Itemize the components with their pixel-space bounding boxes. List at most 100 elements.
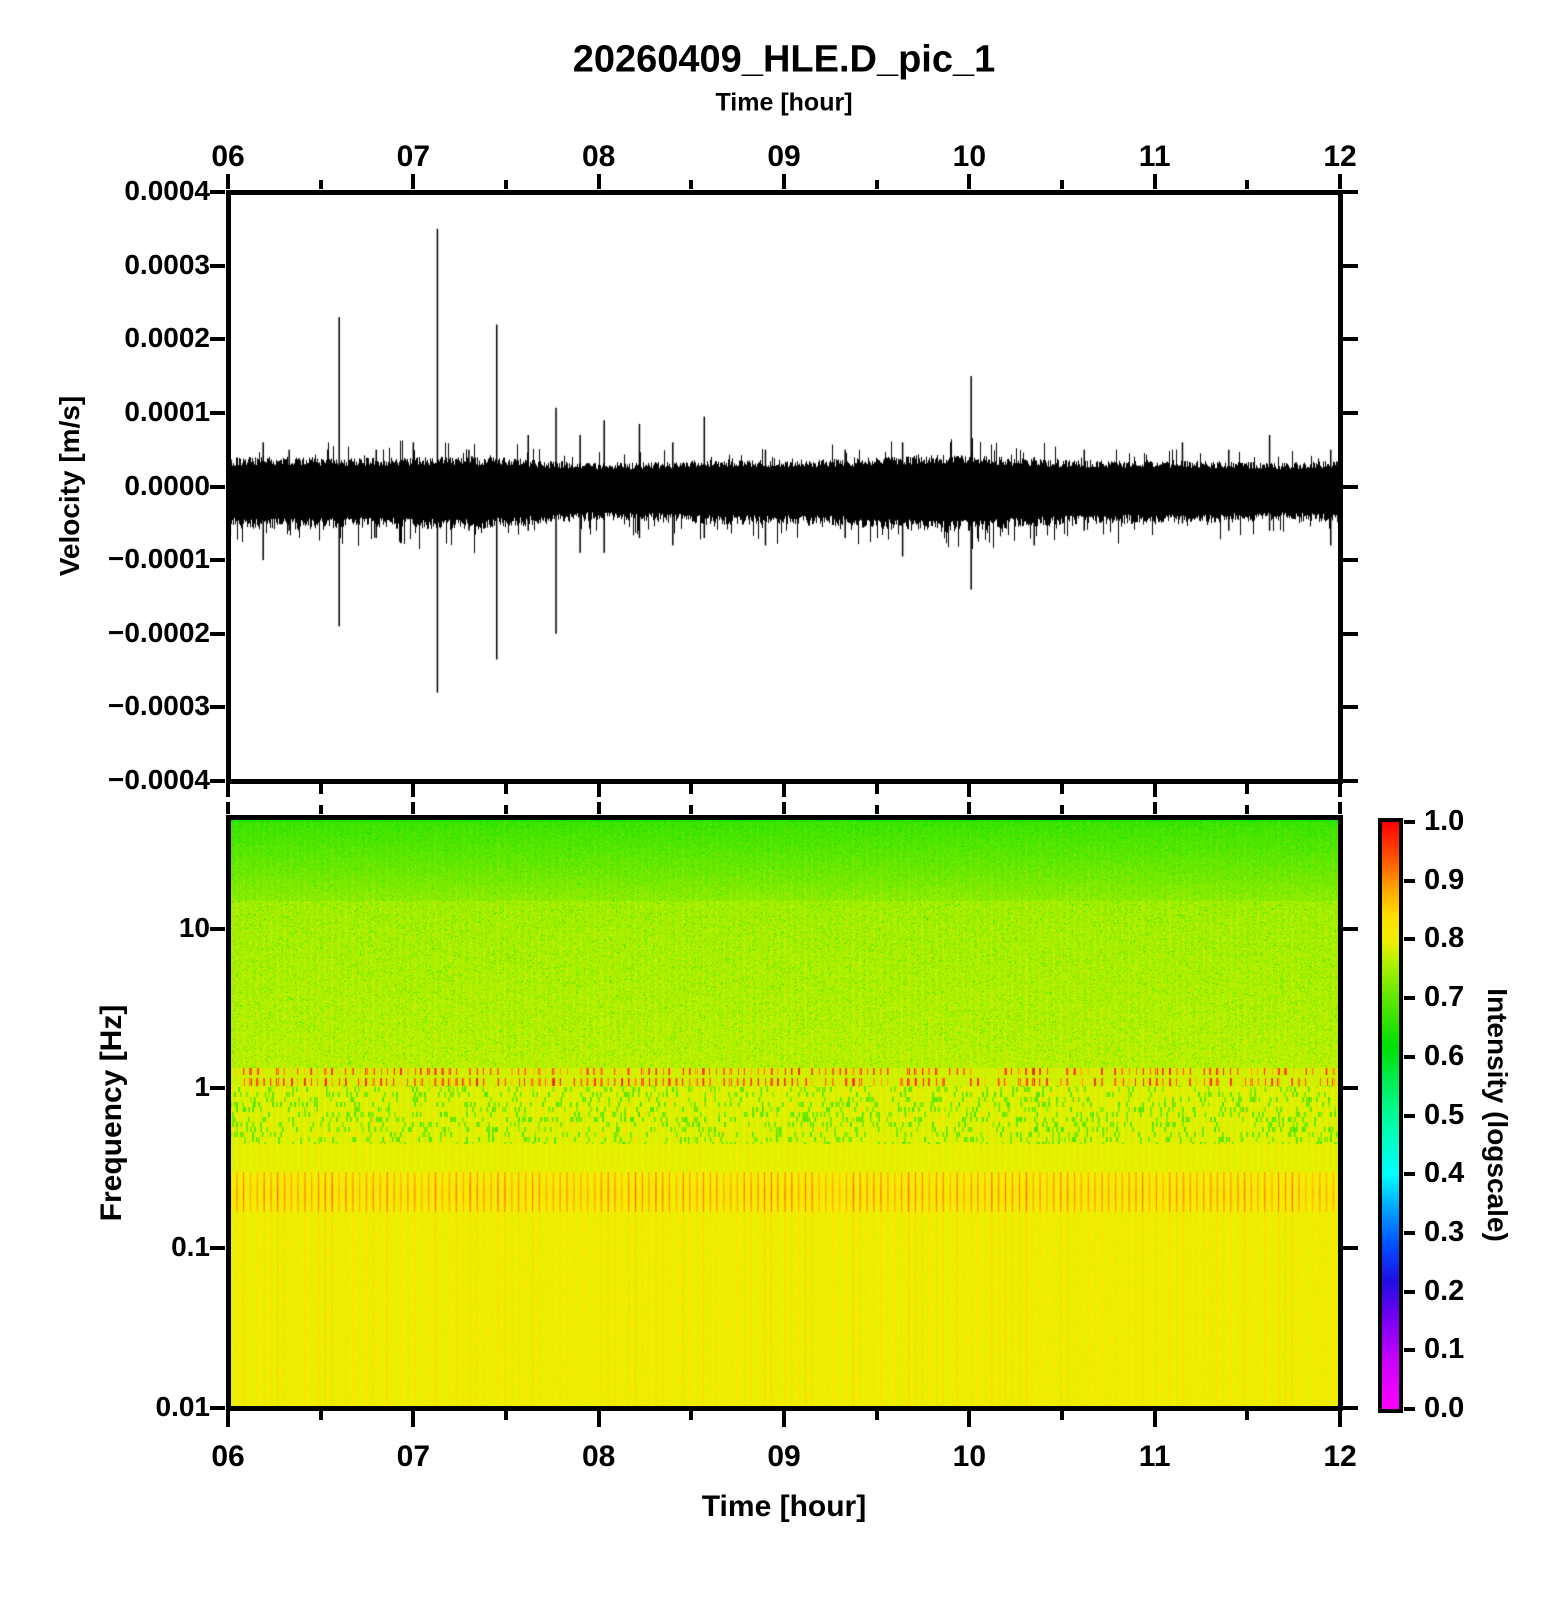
- axis-tick: [319, 180, 323, 189]
- axis-tick: [1153, 802, 1157, 814]
- axis-tick: [689, 180, 693, 189]
- x-tick-label: 08: [581, 1440, 616, 1473]
- axis-tick: [210, 485, 225, 489]
- x-tick-label: 11: [1138, 1440, 1171, 1473]
- axis-tick: [504, 784, 508, 794]
- axis-tick: [782, 174, 786, 189]
- axis-tick: [689, 1411, 693, 1420]
- x-tick-label: 12: [1323, 1440, 1357, 1473]
- y-tick-label: 0.01: [155, 1391, 211, 1422]
- axis-tick: [411, 802, 415, 814]
- axis-tick: [1343, 411, 1358, 415]
- axis-tick: [1343, 337, 1358, 341]
- axis-tick: [967, 1411, 971, 1427]
- axis-tick: [1338, 174, 1342, 189]
- colorbar-label: Intensity (logscale): [1482, 988, 1513, 1242]
- y-tick-label: −0.0002: [108, 617, 210, 648]
- axis-tick: [1060, 805, 1064, 814]
- y-tick-label: −0.0003: [108, 690, 210, 721]
- axis-tick: [1343, 927, 1358, 931]
- axis-tick: [1343, 705, 1358, 709]
- axis-tick: [1343, 264, 1358, 268]
- axis-tick: [210, 558, 225, 562]
- axis-tick: [1404, 1348, 1415, 1352]
- axis-tick: [1153, 784, 1157, 797]
- x-tick-label: 09: [767, 140, 801, 173]
- axis-tick: [689, 784, 693, 794]
- bottom-axis-title: Time [hour]: [701, 1490, 867, 1523]
- x-tick-label: 07: [396, 140, 431, 173]
- y-tick-label: −0.0001: [108, 543, 210, 574]
- axis-tick: [597, 802, 601, 814]
- x-tick-label: 06: [211, 140, 245, 173]
- colorbar-canvas: [1382, 822, 1399, 1409]
- axis-tick: [1153, 1411, 1157, 1427]
- axis-tick: [967, 174, 971, 189]
- axis-tick: [226, 1411, 230, 1427]
- axis-tick: [1404, 820, 1415, 824]
- axis-tick: [210, 1406, 225, 1410]
- axis-tick: [210, 411, 225, 415]
- axis-tick: [597, 784, 601, 797]
- axis-tick: [597, 174, 601, 189]
- colorbar-tick-label: 0.8: [1424, 922, 1465, 954]
- x-tick-label: 10: [952, 140, 987, 173]
- axis-tick: [1404, 1172, 1415, 1176]
- axis-tick: [875, 180, 879, 189]
- y-tick-label: 1: [194, 1071, 210, 1102]
- axis-tick: [1245, 784, 1249, 794]
- axis-tick: [1245, 1411, 1249, 1420]
- x-tick-label: 09: [767, 1440, 801, 1473]
- axis-tick: [1245, 180, 1249, 189]
- axis-tick: [1404, 1407, 1415, 1411]
- axis-tick: [210, 927, 225, 931]
- axis-tick: [1060, 1411, 1064, 1420]
- axis-tick: [226, 784, 230, 797]
- axis-tick: [210, 1246, 225, 1250]
- axis-tick: [210, 705, 225, 709]
- axis-tick: [1343, 1406, 1358, 1410]
- axis-tick: [411, 784, 415, 797]
- waveform-canvas: [228, 192, 1340, 781]
- x-tick-label: 12: [1323, 140, 1357, 173]
- colorbar-tick-label: 1.0: [1424, 805, 1465, 837]
- axis-tick: [411, 174, 415, 189]
- axis-tick: [411, 1411, 415, 1427]
- axis-tick: [1343, 1246, 1358, 1250]
- axis-tick: [210, 190, 225, 194]
- axis-tick: [319, 784, 323, 794]
- axis-tick: [210, 779, 225, 783]
- axis-tick: [319, 1411, 323, 1420]
- colorbar-tick-label: 0.7: [1424, 981, 1465, 1013]
- axis-tick: [210, 337, 225, 341]
- y-tick-label: 0.0001: [124, 396, 210, 427]
- colorbar-tick-label: 0.9: [1424, 864, 1465, 896]
- axis-tick: [1338, 784, 1342, 797]
- axis-tick: [1153, 174, 1157, 189]
- axis-tick: [967, 784, 971, 797]
- axis-tick: [1338, 802, 1342, 814]
- x-tick-label: 07: [396, 1440, 431, 1473]
- colorbar-tick-label: 0.0: [1424, 1392, 1465, 1424]
- axis-tick: [1343, 1086, 1358, 1090]
- spectrogram-canvas: [228, 817, 1340, 1408]
- x-tick-label: 06: [211, 1440, 245, 1473]
- axis-tick: [1404, 996, 1415, 1000]
- y-tick-label: 10: [178, 912, 210, 943]
- axis-tick: [1404, 1290, 1415, 1294]
- axis-tick: [875, 805, 879, 814]
- axis-tick: [967, 802, 971, 814]
- x-tick-label: 08: [581, 140, 616, 173]
- axis-tick: [210, 1086, 225, 1090]
- axis-tick: [689, 805, 693, 814]
- axis-tick: [210, 632, 225, 636]
- y-tick-label: 0.1: [171, 1231, 210, 1262]
- axis-tick: [226, 174, 230, 189]
- colorbar-tick-label: 0.5: [1424, 1099, 1465, 1131]
- axis-tick: [1245, 805, 1249, 814]
- axis-tick: [875, 1411, 879, 1420]
- axis-tick: [1060, 784, 1064, 794]
- axis-tick: [1343, 190, 1358, 194]
- axis-tick: [1338, 1411, 1342, 1427]
